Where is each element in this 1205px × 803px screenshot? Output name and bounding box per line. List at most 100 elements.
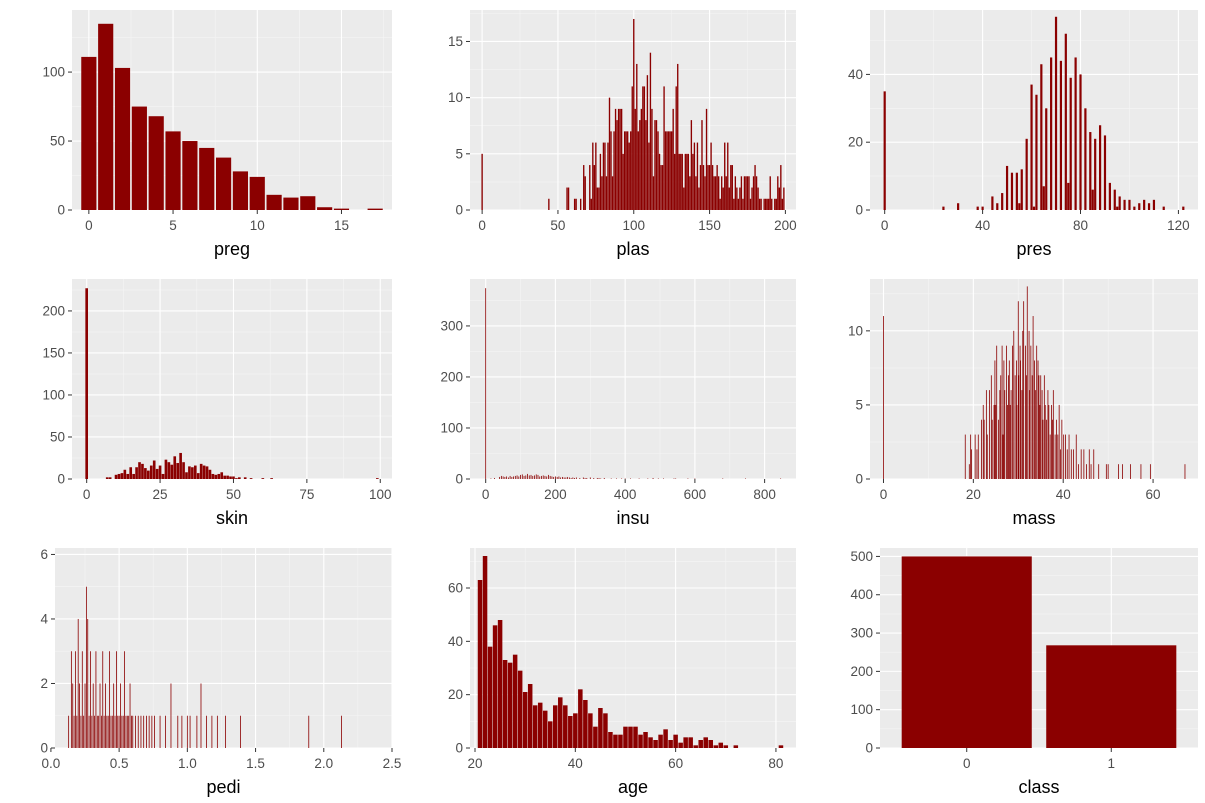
chart-skin: 0 50 100 150 200 0 25 50 75 100 skin	[42, 279, 392, 528]
bar	[572, 477, 574, 479]
bar	[655, 120, 658, 210]
bar	[535, 474, 537, 479]
bar	[648, 737, 653, 748]
bar	[565, 477, 567, 479]
bar	[1038, 375, 1040, 479]
x-tick-label: 10	[250, 218, 265, 233]
bar	[633, 18, 635, 210]
bar	[225, 715, 226, 748]
bar	[494, 477, 495, 479]
bar	[693, 142, 696, 210]
chart-insu: 0 100 200 300 0 200 400 600 800 insu	[440, 279, 796, 528]
bar	[673, 478, 675, 479]
bar	[883, 91, 886, 210]
bar	[80, 715, 82, 748]
bar	[674, 153, 676, 210]
chart-age: 0 20 40 60 20 40 60 80 age	[448, 548, 796, 797]
bar	[743, 176, 746, 210]
bar	[111, 715, 113, 748]
x-tick-label: 0	[478, 218, 486, 233]
y-tick-label: 400	[850, 587, 873, 602]
bar	[114, 715, 116, 748]
bar	[158, 465, 162, 479]
bar	[560, 477, 562, 479]
bar	[148, 116, 164, 210]
bar	[126, 473, 130, 479]
bar	[690, 120, 693, 210]
bar	[1043, 375, 1045, 479]
bar	[1007, 404, 1008, 479]
bar	[763, 198, 765, 210]
bar	[603, 713, 608, 748]
bar	[532, 475, 534, 479]
bar	[648, 142, 650, 210]
bar	[991, 419, 993, 479]
bar	[95, 651, 97, 748]
bar	[191, 467, 194, 479]
x-tick-label: 100	[369, 487, 392, 502]
bar	[780, 165, 782, 210]
x-axis-title: age	[618, 777, 648, 797]
bar	[751, 187, 753, 210]
y-tick-label: 5	[855, 397, 863, 412]
x-tick-label: 80	[1073, 218, 1088, 233]
y-tick-label: 60	[448, 581, 463, 596]
bar	[186, 715, 188, 748]
bar	[598, 708, 603, 748]
bar	[1075, 434, 1077, 479]
y-tick-label: 50	[50, 134, 65, 149]
bar	[567, 187, 570, 210]
bar	[266, 194, 282, 210]
bar	[1066, 449, 1068, 479]
bar	[901, 556, 1032, 748]
bar	[780, 478, 782, 479]
bar	[1059, 60, 1063, 210]
bar	[537, 702, 543, 748]
bar	[629, 478, 631, 479]
bar	[653, 740, 658, 748]
bar	[1064, 33, 1067, 211]
bar	[1116, 206, 1119, 210]
bar	[135, 467, 138, 479]
bar	[81, 651, 83, 748]
bar	[678, 153, 680, 210]
bar	[165, 715, 166, 748]
bar	[663, 478, 664, 479]
bar	[107, 715, 109, 748]
bar	[72, 683, 74, 748]
bar	[152, 460, 156, 479]
x-tick-label: 0	[880, 487, 888, 502]
bar	[976, 206, 979, 210]
bar	[238, 477, 241, 479]
bar	[678, 742, 683, 748]
bar	[502, 476, 504, 479]
bar	[1028, 330, 1030, 479]
x-tick-label: 15	[334, 218, 349, 233]
bar	[601, 176, 603, 210]
bar	[607, 142, 609, 210]
bar	[630, 131, 632, 210]
bar	[1162, 206, 1165, 210]
bar	[740, 176, 743, 210]
bar	[708, 740, 713, 748]
bar	[528, 475, 530, 479]
bar	[1098, 464, 1100, 479]
bar	[511, 476, 513, 479]
bar	[114, 67, 131, 211]
bar	[628, 142, 630, 210]
bar	[1046, 419, 1047, 479]
bar	[132, 715, 134, 748]
bar	[602, 142, 605, 210]
bar	[684, 153, 686, 210]
bar	[1084, 108, 1087, 210]
bar	[731, 165, 733, 210]
x-tick-label: 0	[83, 487, 91, 502]
bar	[1040, 64, 1043, 210]
bar	[164, 459, 168, 479]
bar	[1032, 316, 1034, 479]
bar	[73, 715, 75, 748]
bar	[131, 715, 132, 748]
y-tick-label: 200	[42, 303, 65, 318]
bar	[527, 684, 533, 748]
bar	[683, 737, 688, 748]
